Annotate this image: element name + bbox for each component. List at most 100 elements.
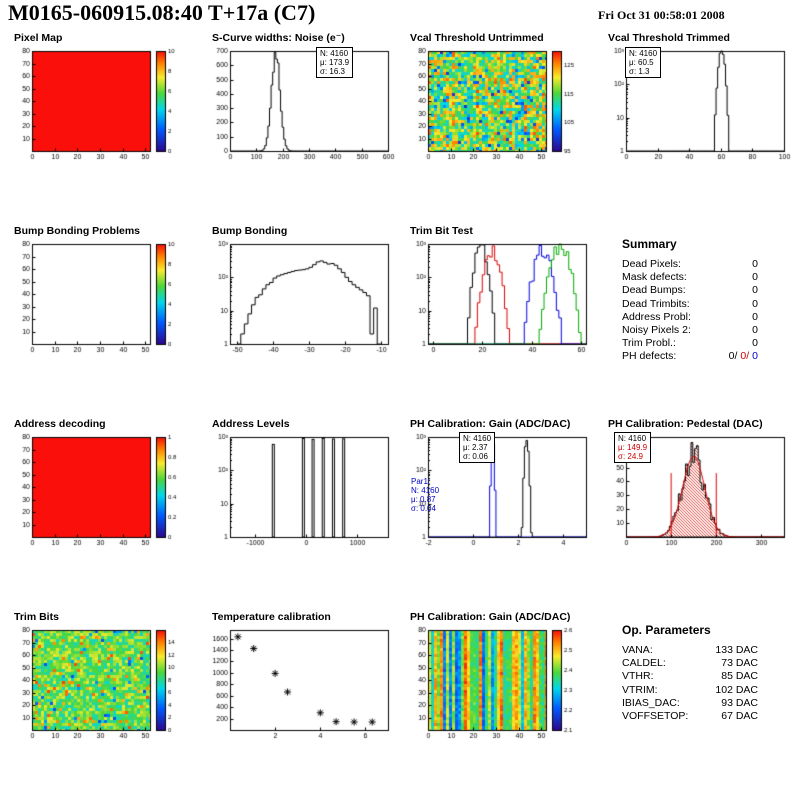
op-parameter-row: VTHR: 85 DAC <box>622 670 758 683</box>
stats-line: μ: 2.37 <box>463 443 488 452</box>
temp-calibration-title: Temperature calibration <box>212 611 331 623</box>
stats-box: N: 4160 μ: 2.37 σ: 0.06 <box>459 432 496 463</box>
bump-bonding-problems-canvas <box>4 238 200 362</box>
vcal-untrimmed-plot <box>400 45 598 169</box>
summary-row: Dead Pixels: 0 <box>622 258 758 271</box>
summary-row-label: Trim Probl.: <box>622 337 676 350</box>
summary-row-label: Address Probl: <box>622 310 691 323</box>
summary-row: Noisy Pixels 2: 0 <box>622 324 758 337</box>
stats-line: N: 4160 <box>411 486 440 495</box>
timestamp: Fri Oct 31 00:58:01 2008 <box>598 8 725 22</box>
stats-line: σ: 0.06 <box>463 452 488 461</box>
panel-temp-calibration: Temperature calibration <box>202 609 400 802</box>
stats-line: σ: 1.3 <box>629 67 650 76</box>
stats-line: μ: 173.9 <box>320 58 350 67</box>
scurve-noise-plot: N: 4160 μ: 173.9 σ: 16.3 <box>202 45 400 169</box>
op-parameter-value: 102 DAC <box>715 683 758 696</box>
ph-defects-blue: 0 <box>752 350 758 363</box>
stats-line: N: 4160 <box>463 434 492 443</box>
vcal-trimmed-title: Vcal Threshold Trimmed <box>608 32 730 44</box>
op-parameter-label: VOFFSETOP: <box>622 710 689 723</box>
stats-line: μ: 60.5 <box>629 58 654 67</box>
trim-bits-canvas <box>4 624 200 748</box>
trim-bits-title: Trim Bits <box>14 611 59 623</box>
address-decoding-canvas <box>4 431 200 555</box>
summary-row: Mask defects: 0 <box>622 271 758 284</box>
ph-pedestal-plot: N: 4160 μ: 149.9 σ: 24.9 <box>598 431 796 555</box>
scurve-noise-title: S-Curve widths: Noise (e⁻) <box>212 32 345 44</box>
panel-address-decoding: Address decoding <box>4 416 202 609</box>
op-parameter-label: CALDEL: <box>622 657 666 670</box>
summary-row-ph-defects: PH defects: 0/0/0 <box>622 350 758 363</box>
summary-row: Trim Probl.: 0 <box>622 337 758 350</box>
pixel-map-title: Pixel Map <box>14 32 63 44</box>
vcal-untrimmed-title: Vcal Threshold Untrimmed <box>410 32 544 44</box>
trim-bit-test-canvas <box>400 238 596 362</box>
summary-row-value: 0 <box>752 284 758 297</box>
op-parameter-value: 93 DAC <box>721 696 758 709</box>
op-parameters-title: Op. Parameters <box>622 623 711 637</box>
summary-row-label: Dead Trimbits: <box>622 297 690 310</box>
summary-row-value: 0 <box>752 258 758 270</box>
stats-line: σ: 16.3 <box>320 67 345 76</box>
summary-row-label: Dead Pixels: <box>622 258 681 270</box>
stats-line: N: 4160 <box>618 434 647 443</box>
summary-row: Dead Bumps: 0 <box>622 284 758 297</box>
op-parameter-row: VANA: 133 DAC <box>622 644 758 657</box>
plots-grid: Pixel Map S-Curve widths: Noise (e⁻) N: … <box>4 30 796 802</box>
bump-bonding-plot <box>202 238 400 362</box>
trim-bit-test-title: Trim Bit Test <box>410 225 473 237</box>
ph-defects-black: 0/ <box>728 350 738 363</box>
panel-address-levels: Address Levels <box>202 416 400 609</box>
stats-line: μ: 0.87 <box>411 495 436 504</box>
op-parameter-row: VTRIM: 102 DAC <box>622 684 758 697</box>
report-page: { "header": { "title": "M0165-060915.08:… <box>4 0 794 748</box>
scurve-noise-canvas <box>202 45 398 169</box>
panel-ph-pedestal: PH Calibration: Pedestal (DAC) N: 4160 μ:… <box>598 416 796 609</box>
op-parameter-value: 73 DAC <box>721 657 758 670</box>
stats-box: N: 4160 μ: 60.5 σ: 1.3 <box>625 47 662 78</box>
panel-ph-gain-map: PH Calibration: Gain (ADC/DAC) <box>400 609 598 802</box>
panel-pixel-map: Pixel Map <box>4 30 202 223</box>
pixel-map-plot <box>4 45 202 169</box>
ph-gain-hist-canvas <box>400 431 596 555</box>
summary-row-value: 0 <box>752 310 758 323</box>
ph-gain-hist-plot: N: 4160 μ: 2.37 σ: 0.06 Par1: N: 4160 μ: 0.87… <box>400 431 598 555</box>
address-levels-plot <box>202 431 400 555</box>
bump-bonding-problems-title: Bump Bonding Problems <box>14 225 140 237</box>
ph-pedestal-title: PH Calibration: Pedestal (DAC) <box>608 418 763 430</box>
bump-bonding-canvas <box>202 238 398 362</box>
summary-row-value: 0 <box>752 271 758 284</box>
op-parameter-value: 133 DAC <box>715 644 758 656</box>
stats-line: N: 4160 <box>629 49 658 58</box>
stats-box: Par1: N: 4160 μ: 0.87 σ: 0.04 <box>408 476 442 514</box>
op-parameter-row: IBIAS_DAC: 93 DAC <box>622 697 758 710</box>
summary-title: Summary <box>622 237 677 251</box>
address-levels-canvas <box>202 431 398 555</box>
op-parameter-label: VTHR: <box>622 670 654 683</box>
address-levels-title: Address Levels <box>212 418 290 430</box>
trim-bit-test-plot <box>400 238 598 362</box>
summary-row-label: Dead Bumps: <box>622 284 686 297</box>
bump-bonding-problems-plot <box>4 238 202 362</box>
panel-trim-bits: Trim Bits <box>4 609 202 802</box>
pixel-map-canvas <box>4 45 200 169</box>
summary-row-value: 0 <box>752 297 758 310</box>
panel-bump-bonding: Bump Bonding <box>202 223 400 416</box>
vcal-trimmed-plot: N: 4160 μ: 60.5 σ: 1.3 <box>598 45 796 169</box>
summary-row: Address Probl: 0 <box>622 311 758 324</box>
summary-row-value: 0 <box>752 337 758 350</box>
stats-box: N: 4160 μ: 173.9 σ: 16.3 <box>316 47 354 78</box>
stats-box: N: 4160 μ: 149.9 σ: 24.9 <box>614 432 652 463</box>
op-parameter-label: VANA: <box>622 644 653 656</box>
stats-line: N: 4160 <box>320 49 349 58</box>
panel-vcal-untrimmed: Vcal Threshold Untrimmed <box>400 30 598 223</box>
ph-gain-map-title: PH Calibration: Gain (ADC/DAC) <box>410 611 571 623</box>
ph-gain-map-canvas <box>400 624 596 748</box>
summary-row-label: Mask defects: <box>622 271 687 284</box>
ph-defects-red: 0/ <box>740 350 750 363</box>
panel-bump-bonding-problems: Bump Bonding Problems <box>4 223 202 416</box>
stats-line: μ: 149.9 <box>618 443 648 452</box>
address-decoding-plot <box>4 431 202 555</box>
op-parameter-row: CALDEL: 73 DAC <box>622 657 758 670</box>
